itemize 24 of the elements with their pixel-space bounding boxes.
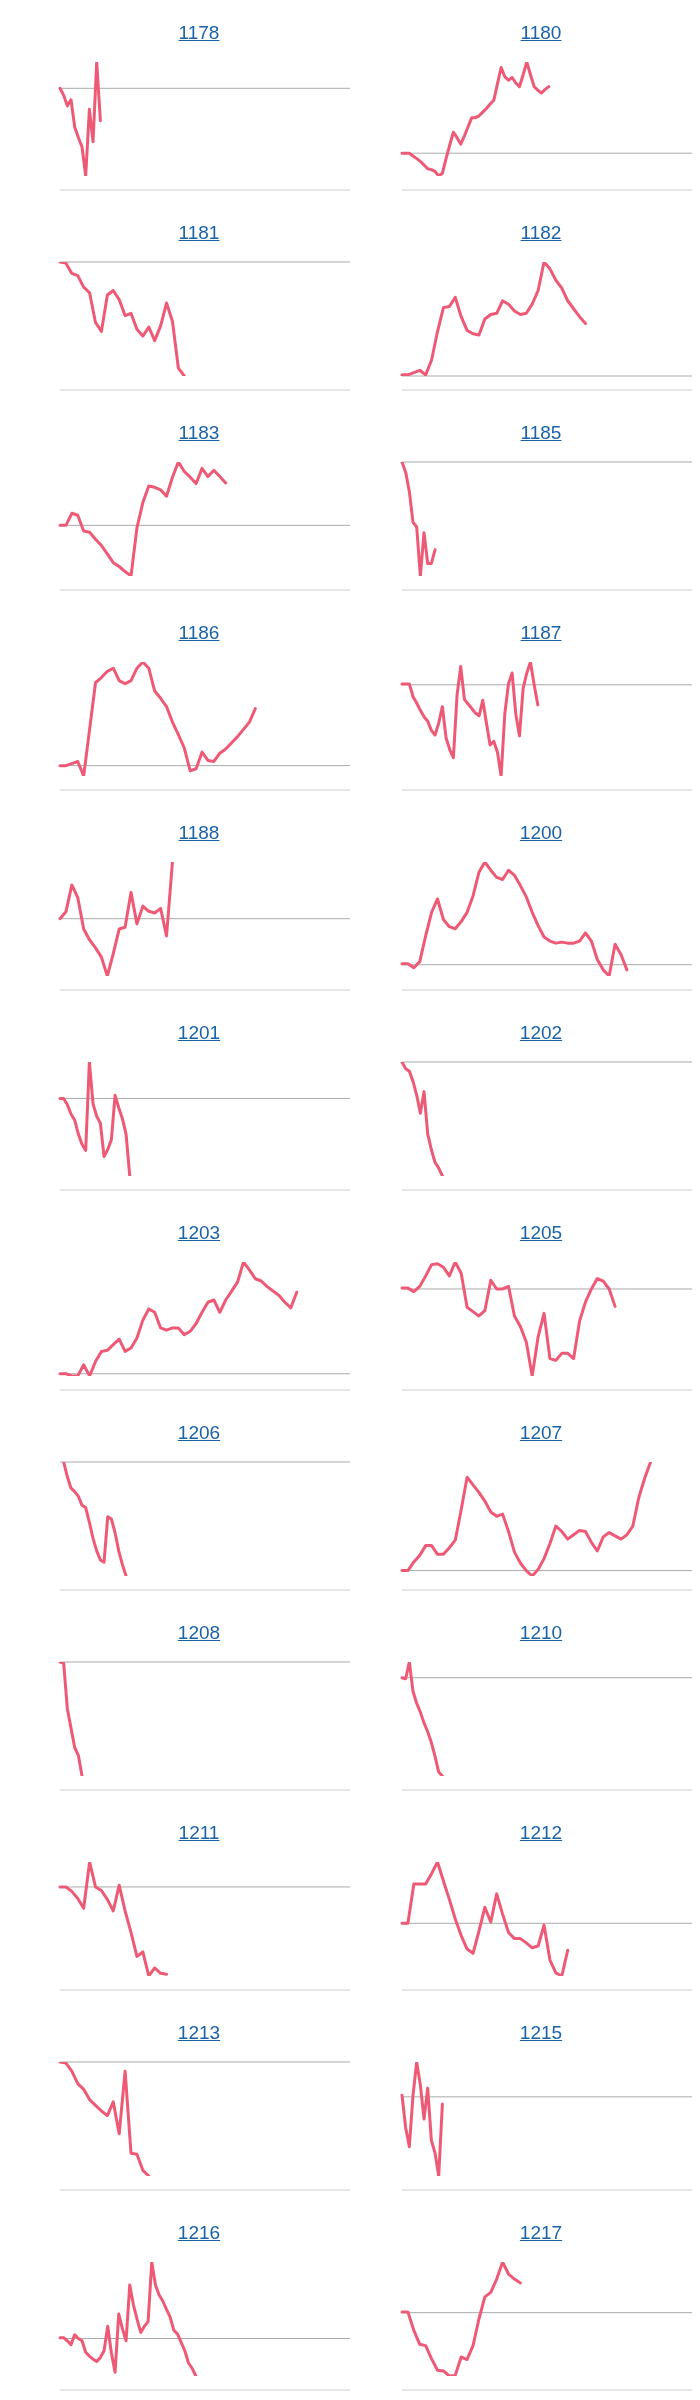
chart-title: 1186 xyxy=(178,622,220,644)
chart-title: 1215 xyxy=(519,2022,563,2044)
chart-title: 1207 xyxy=(519,1422,563,1444)
chart-title: 1188 xyxy=(178,822,220,844)
chart-title: 1216 xyxy=(177,2222,221,2244)
chart-title: 1182 xyxy=(520,222,562,244)
chart-title: 1187 xyxy=(520,622,562,644)
chart-title: 1181 xyxy=(178,222,220,244)
chart-title: 1178 xyxy=(178,22,220,44)
chart-title: 1203 xyxy=(177,1222,221,1244)
chart-title: 1200 xyxy=(519,822,563,844)
chart-title: 1210 xyxy=(519,1622,563,1644)
chart-title: 1208 xyxy=(177,1622,221,1644)
chart-title: 1206 xyxy=(177,1422,221,1444)
chart-title: 1211 xyxy=(178,1822,220,1844)
chart-title: 1217 xyxy=(519,2222,563,2244)
chart-title: 1213 xyxy=(177,2022,221,2044)
chart-title: 1205 xyxy=(519,1222,563,1244)
chart-title: 1202 xyxy=(519,1022,563,1044)
chart-title: 1212 xyxy=(519,1822,563,1844)
chart-title: 1201 xyxy=(177,1022,221,1044)
chart-title: 1183 xyxy=(178,422,220,444)
chart-title: 1180 xyxy=(520,22,562,44)
chart-title: 1185 xyxy=(520,422,562,444)
